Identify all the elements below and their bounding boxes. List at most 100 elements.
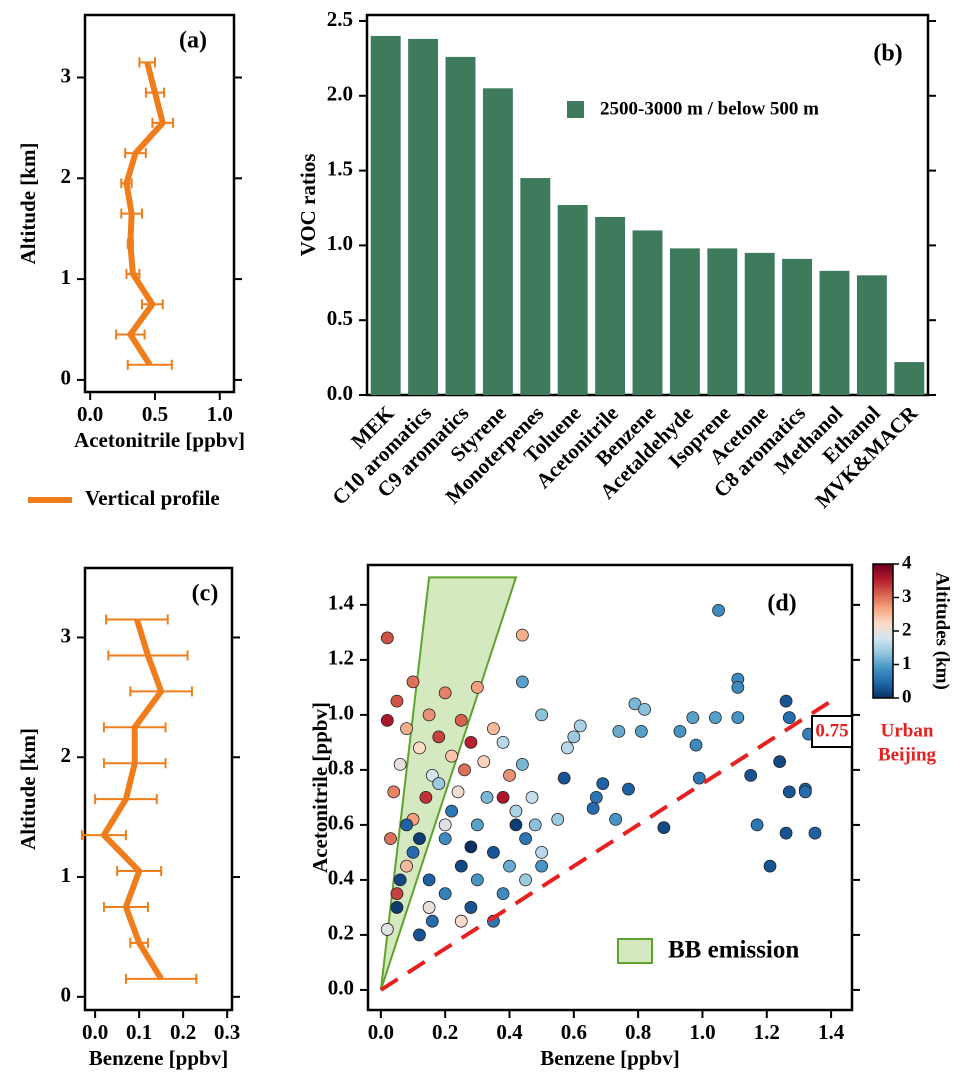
- y-tick-label: 2.5: [327, 7, 353, 31]
- scatter-point: [673, 724, 687, 738]
- colorbar-tick-label: 3: [902, 586, 912, 607]
- scatter-point: [519, 832, 532, 846]
- scatter-point: [779, 694, 793, 708]
- bar: [744, 252, 775, 395]
- bar: [408, 38, 439, 395]
- scatter-point: [387, 785, 401, 799]
- bar: [856, 275, 887, 395]
- scatter-point: [438, 832, 452, 846]
- scatter-point: [422, 901, 436, 914]
- panel-label: (c): [192, 581, 219, 607]
- scatter-point: [470, 680, 484, 694]
- scatter-point: [528, 818, 542, 832]
- y-tick-label: 2.0: [327, 82, 353, 106]
- scatter-point: [535, 859, 549, 873]
- scatter-point: [686, 711, 700, 725]
- scatter-point: [422, 708, 436, 722]
- scatter-point: [384, 832, 397, 846]
- scatter-point: [400, 859, 413, 873]
- scatter-point: [622, 782, 635, 796]
- x-axis-label: Benzene [ppbv]: [89, 1046, 228, 1070]
- y-tick-label: 0.2: [328, 921, 354, 945]
- scatter-point: [393, 873, 407, 887]
- x-tick-label: 0.6: [561, 1020, 587, 1044]
- scatter-point: [551, 813, 565, 826]
- scatter-point: [808, 826, 822, 840]
- scatter-point: [596, 777, 610, 791]
- scatter-point: [464, 735, 478, 749]
- legend-label: Vertical profile: [85, 486, 220, 510]
- x-tick-label: 0.3: [214, 1020, 240, 1044]
- scatter-point: [782, 711, 796, 725]
- x-tick-label: 0.0: [77, 402, 103, 426]
- y-tick-label: 0.8: [328, 756, 354, 780]
- x-tick-label: 0.1: [126, 1020, 152, 1044]
- scatter-point: [779, 826, 793, 840]
- scatter-point: [380, 713, 394, 727]
- scatter-point: [712, 603, 725, 617]
- x-tick-label: 1.0: [207, 402, 233, 426]
- bar: [557, 205, 588, 395]
- profile-line: [100, 618, 165, 981]
- scatter-point: [634, 724, 648, 738]
- scatter-point: [589, 791, 603, 804]
- y-tick-label: 0.4: [328, 866, 355, 890]
- scatter-point: [464, 901, 478, 914]
- x-tick-label: 1.4: [818, 1020, 845, 1044]
- scatter-point: [567, 730, 581, 744]
- colorbar-tick-label: 1: [902, 653, 912, 674]
- bar: [782, 258, 813, 395]
- scatter-point: [515, 757, 529, 771]
- bar: [819, 270, 850, 395]
- x-tick-label: 0.5: [142, 402, 168, 426]
- scatter-point: [390, 694, 404, 708]
- scatter-point: [731, 711, 745, 725]
- scatter-point: [438, 887, 452, 901]
- bar: [632, 230, 663, 395]
- scatter-point: [609, 813, 623, 826]
- y-tick-label: 0.0: [328, 976, 354, 1000]
- scatter-point: [535, 846, 549, 859]
- scatter-point: [425, 914, 439, 928]
- scatter-point: [432, 730, 446, 744]
- y-tick-label: 0.6: [328, 811, 354, 835]
- scatter-point: [487, 846, 500, 859]
- y-axis-label: Acetonitrile [ppbv]: [308, 702, 332, 873]
- scatter-point: [400, 722, 413, 736]
- reference-note: Urban: [881, 720, 934, 741]
- scatter-point: [586, 802, 600, 815]
- scatter-point: [535, 708, 549, 722]
- scatter-point: [509, 804, 523, 818]
- scatter-point: [782, 785, 796, 799]
- x-axis-label: Benzene [ppbv]: [540, 1046, 679, 1070]
- scatter-point: [638, 702, 651, 716]
- panel-label: (b): [873, 41, 902, 67]
- scatter-point: [432, 777, 446, 791]
- y-tick-label: 1.2: [328, 646, 354, 670]
- bar: [520, 178, 551, 395]
- scatter-point: [628, 697, 642, 711]
- y-axis-label: Altitude [km]: [16, 143, 40, 265]
- scatter-point: [612, 724, 626, 738]
- scatter-point: [480, 791, 494, 804]
- colorbar-tick-label: 2: [902, 619, 912, 640]
- profile-line: [123, 61, 166, 367]
- scatter-point: [560, 741, 574, 755]
- legend-swatch: [617, 938, 653, 964]
- bar: [482, 88, 513, 396]
- scatter-point: [515, 675, 529, 689]
- scatter-point: [487, 722, 500, 736]
- scatter-point: [413, 741, 426, 755]
- y-tick-label: 1.5: [327, 156, 353, 180]
- scatter-point: [477, 755, 491, 769]
- legend-label: 2500-3000 m / below 500 m: [600, 98, 819, 119]
- scatter-point: [451, 785, 465, 799]
- scatter-point: [413, 832, 426, 846]
- y-tick-label: 1.4: [328, 591, 355, 615]
- y-tick-label: 3: [61, 623, 72, 647]
- axes-frame: [83, 13, 236, 394]
- scatter-point: [773, 755, 787, 769]
- scatter-point: [573, 719, 587, 733]
- x-tick-label: 0.0: [82, 1020, 108, 1044]
